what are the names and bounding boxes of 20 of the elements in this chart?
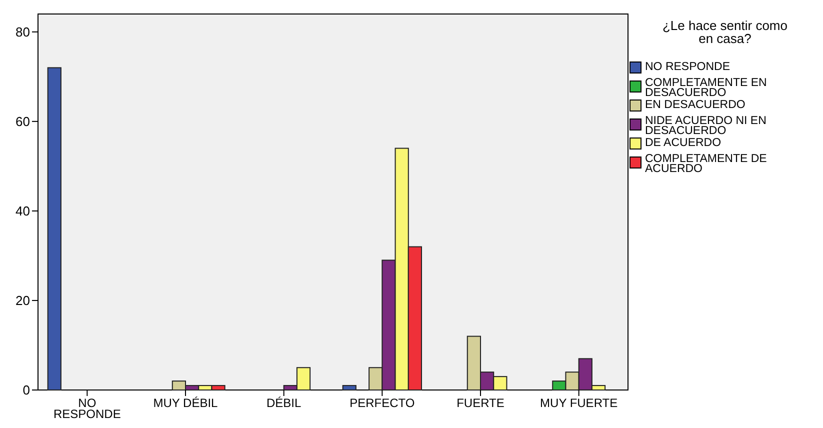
y-tick-label: 60 bbox=[16, 114, 30, 129]
bar bbox=[342, 385, 356, 390]
legend-label: NIDE ACUERDO NI EN DESACUERDO bbox=[645, 115, 766, 137]
legend-label: NO RESPONDE bbox=[645, 61, 730, 73]
x-tick-label: DÉBIL bbox=[266, 396, 302, 410]
legend-title: ¿Le hace sentir como en casa? bbox=[662, 18, 788, 46]
x-tick-label: MUY FUERTE bbox=[540, 396, 618, 410]
legend-label: COMPLETAMENTE DE ACUERDO bbox=[645, 153, 768, 175]
y-tick-label: 20 bbox=[16, 293, 30, 308]
x-tick-label: PERFECTO bbox=[350, 396, 415, 410]
y-tick-label: 40 bbox=[16, 204, 30, 218]
legend-label: COMPLETAMENTE EN DESACUERDO bbox=[645, 77, 767, 99]
x-tick-label: MUY DÉBIL bbox=[153, 396, 218, 410]
y-tick-label: 0 bbox=[22, 382, 30, 398]
legend-label: DE ACUERDO bbox=[645, 137, 722, 149]
bar bbox=[47, 67, 62, 390]
y-tick-label: 80 bbox=[16, 24, 30, 40]
x-tick-label: NO RESPONDE bbox=[53, 396, 121, 421]
x-tick-label: FUERTE bbox=[456, 396, 504, 410]
legend-label: EN DESACUERDO bbox=[645, 99, 746, 111]
